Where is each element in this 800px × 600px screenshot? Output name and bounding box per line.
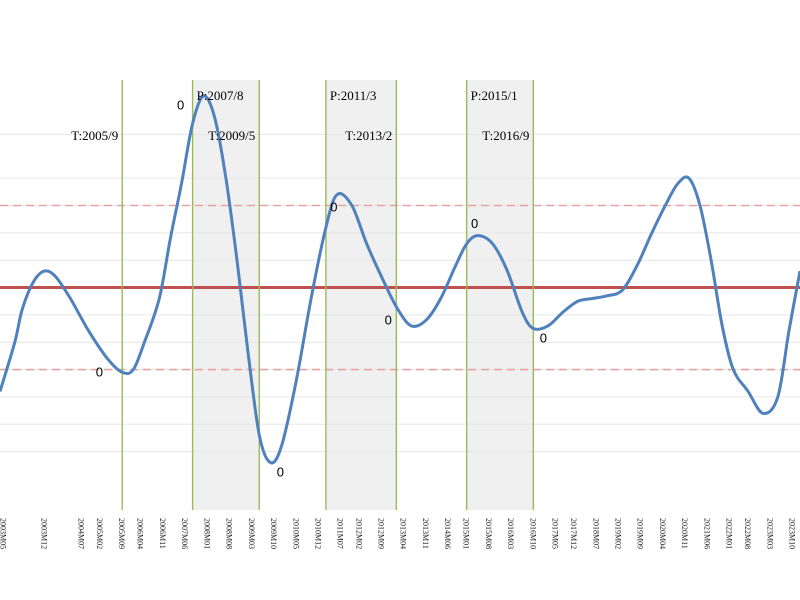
point-label-1: 0 (96, 365, 103, 380)
x-tick-label-30: 2020M04 (658, 518, 667, 549)
recession-shading-layer (192, 80, 534, 510)
labels-layer: T:2005/9 P:2007/8 T:2009/5 P:2011/3 T:2013/2… (71, 88, 547, 480)
series-line-cycle (0, 94, 800, 465)
x-tick-label-11: 2009M03 (247, 518, 256, 549)
recession-band-3 (466, 80, 534, 510)
x-tick-label-1: 2003M05 (0, 518, 8, 549)
x-tick-label-18: 2013M04 (399, 518, 408, 549)
turning-point-label-1: T:2005/9 (71, 128, 118, 143)
x-tick-label-4: 2005M02 (95, 518, 104, 549)
x-tick-label-22: 2015M08 (484, 518, 493, 549)
x-tick-label-16: 2012M02 (354, 518, 363, 549)
x-tick-label-3: 2004M07 (77, 518, 86, 549)
x-tick-label-26: 2017M12 (569, 518, 578, 549)
turning-point-label-2: P:2007/8 (197, 88, 244, 103)
x-tick-label-21: 2015M01 (462, 518, 471, 549)
point-label-5: 0 (385, 313, 392, 328)
x-tick-label-17: 2012M09 (377, 518, 386, 549)
point-label-6: 0 (471, 216, 478, 231)
x-tick-label-8: 2007M06 (180, 518, 189, 549)
turning-point-label-5: T:2013/2 (345, 128, 392, 143)
recession-band-1 (192, 80, 260, 510)
x-tick-label-35: 2023M03 (765, 518, 774, 549)
x-tick-label-10: 2008M08 (225, 518, 234, 549)
x-tick-label-25: 2017M05 (551, 518, 560, 549)
x-axis-tick-labels: 2003M05 2003M12 2004M07 2005M02 2005M09 2006M… (0, 518, 797, 549)
x-tick-label-13: 2010M05 (291, 518, 300, 549)
x-tick-label-6: 2006M04 (136, 518, 145, 549)
x-tick-label-5: 2005M09 (117, 518, 126, 549)
x-tick-label-20: 2014M06 (443, 518, 452, 549)
point-label-2: 0 (177, 97, 184, 112)
reference-lines-layer (0, 204, 800, 371)
x-tick-label-27: 2018M07 (591, 518, 600, 549)
x-tick-label-33: 2022M01 (725, 518, 734, 549)
x-tick-label-15: 2011M07 (336, 518, 345, 549)
x-tick-label-14: 2010M12 (314, 518, 323, 549)
recession-band-2 (325, 80, 397, 510)
point-label-4: 0 (330, 199, 337, 214)
x-tick-label-9: 2008M01 (202, 518, 211, 549)
x-tick-label-23: 2016M03 (506, 518, 515, 549)
x-tick-label-7: 2006M11 (158, 518, 167, 549)
x-tick-label-31: 2020M11 (680, 518, 689, 549)
turning-point-label-4: P:2011/3 (330, 88, 376, 103)
turning-point-label-6: P:2015/1 (471, 88, 518, 103)
turning-point-label-3: T:2009/5 (208, 128, 255, 143)
x-tick-label-2: 2003M12 (39, 518, 48, 549)
x-tick-label-19: 2013M11 (421, 518, 430, 549)
turning-point-label-7: T:2016/9 (482, 128, 529, 143)
turning-point-lines-layer (121, 80, 535, 510)
point-label-3: 0 (277, 465, 284, 480)
x-tick-label-34: 2022M08 (743, 518, 752, 549)
x-tick-label-24: 2016M10 (528, 518, 537, 549)
x-tick-label-36: 2023M10 (788, 518, 797, 549)
x-tick-label-12: 2009M10 (269, 518, 278, 549)
x-tick-label-29: 2019M09 (636, 518, 645, 549)
series-layer (0, 94, 800, 465)
point-label-7: 0 (540, 331, 547, 346)
x-tick-label-32: 2021M06 (702, 518, 711, 549)
x-tick-label-28: 2019M02 (614, 518, 623, 549)
